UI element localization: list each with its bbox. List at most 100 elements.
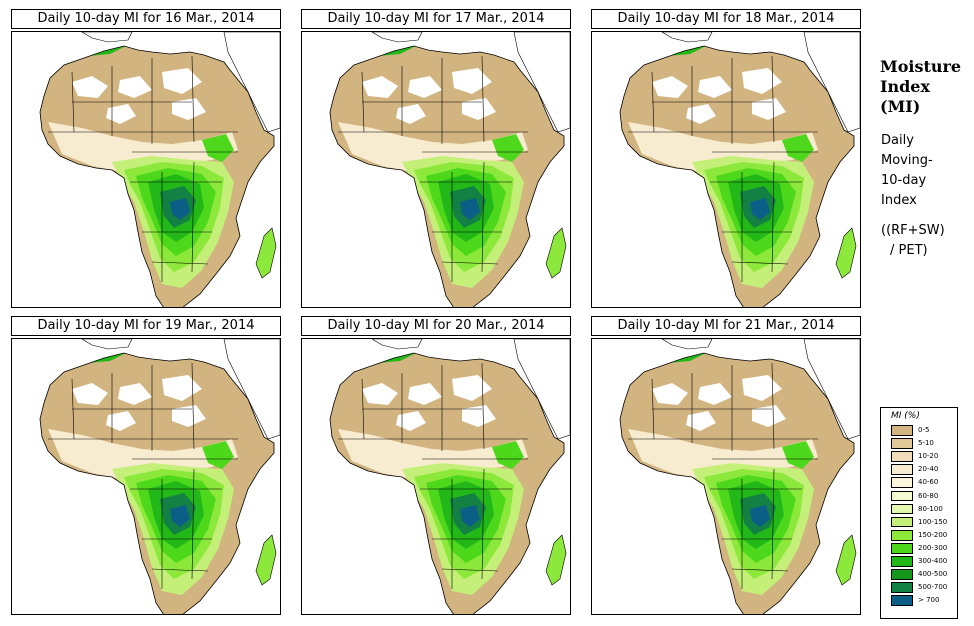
- coastline: [619, 352, 855, 614]
- legend-swatch: [891, 464, 913, 476]
- legend-swatch: [891, 516, 913, 528]
- coastline: [329, 352, 565, 614]
- legend-label: 5-10: [918, 439, 934, 448]
- moisture-region: [396, 411, 426, 431]
- madagascar: [255, 227, 277, 279]
- europe-outline: [371, 32, 423, 43]
- africa-map: [11, 31, 281, 308]
- coastline: [39, 45, 275, 307]
- moisture-region: [652, 383, 688, 405]
- middle-east-outline: [513, 339, 570, 440]
- legend-item: 10-20: [891, 451, 953, 462]
- legend: MI (%) 0-5 5-10 10-20 20-40 40-60 60-80 80-100…: [880, 407, 958, 619]
- country-border: [151, 261, 209, 265]
- sidebar-formula-line: ((RF+SW): [881, 223, 945, 238]
- africa-map: [591, 338, 861, 615]
- map-panel-16-mar: Daily 10-day MI for 16 Mar., 2014: [11, 9, 281, 309]
- moisture-region: [48, 122, 238, 172]
- legend-label: 80-100: [918, 504, 943, 513]
- africa-map: [591, 31, 861, 308]
- europe-outline: [661, 32, 713, 43]
- moisture-region: [452, 68, 492, 94]
- legend-item: 80-100: [891, 503, 953, 515]
- country-border: [191, 161, 195, 273]
- map-panel-18-mar: Daily 10-day MI for 18 Mar., 2014: [591, 9, 861, 309]
- legend-label: > 700: [918, 596, 940, 605]
- middle-east-outline: [803, 32, 860, 133]
- moisture-region: [338, 122, 528, 172]
- coastline: [619, 45, 855, 307]
- moisture-region: [172, 98, 206, 120]
- sidebar-title-line: (MI): [880, 97, 921, 116]
- map-canvas: [39, 339, 280, 614]
- moisture-region: [118, 76, 152, 98]
- legend-item: > 700: [891, 595, 953, 607]
- sidebar-desc-line: 10-day: [881, 173, 927, 188]
- madagascar: [835, 227, 857, 279]
- coastline: [39, 352, 275, 614]
- moisture-region: [396, 104, 426, 124]
- country-border: [771, 468, 775, 580]
- legend-item: 20-40: [891, 464, 953, 476]
- moisture-region: [118, 383, 152, 405]
- country-border: [441, 568, 499, 572]
- legend-swatch: [891, 477, 913, 489]
- country-border: [481, 161, 485, 273]
- moisture-region: [698, 383, 732, 405]
- legend-title: MI (%): [891, 411, 920, 421]
- moisture-region: [752, 98, 786, 120]
- country-border: [191, 362, 195, 450]
- moisture-layer: [628, 46, 853, 288]
- country-border: [771, 161, 775, 273]
- legend-label: 100-150: [918, 517, 948, 526]
- moisture-region: [202, 134, 234, 162]
- legend-item: 60-80: [891, 490, 953, 502]
- africa-map: [11, 338, 281, 615]
- europe-outline: [661, 339, 713, 350]
- legend-label: 500-700: [918, 583, 948, 592]
- middle-east-outline: [513, 32, 570, 133]
- panel-title: Daily 10-day MI for 17 Mar., 2014: [301, 9, 571, 29]
- country-border: [481, 55, 485, 143]
- moisture-region: [106, 411, 136, 431]
- moisture-region: [362, 383, 398, 405]
- legend-label: 0-5: [918, 426, 930, 434]
- legend-swatch: [891, 451, 913, 462]
- legend-item: 400-500: [891, 569, 953, 580]
- moisture-region: [652, 76, 688, 98]
- moisture-region: [460, 198, 480, 220]
- legend-item: 500-700: [891, 582, 953, 593]
- legend-label: 150-200: [918, 530, 948, 539]
- legend-swatch: [891, 438, 913, 449]
- moisture-region: [170, 198, 190, 220]
- legend-swatch: [891, 595, 913, 607]
- moisture-region: [72, 383, 108, 405]
- panel-title: Daily 10-day MI for 19 Mar., 2014: [11, 316, 281, 336]
- legend-item: 200-300: [891, 542, 953, 554]
- legend-label: 40-60: [918, 478, 939, 487]
- moisture-region: [202, 441, 234, 469]
- map-panel-19-mar: Daily 10-day MI for 19 Mar., 2014: [11, 316, 281, 616]
- moisture-region: [172, 405, 206, 427]
- legend-swatch: [891, 503, 913, 515]
- country-border: [441, 261, 499, 265]
- legend-swatch: [891, 556, 913, 567]
- moisture-region: [460, 505, 480, 527]
- country-border: [151, 568, 209, 572]
- country-border: [731, 261, 789, 265]
- legend-label: 20-40: [918, 465, 939, 474]
- legend-label: 60-80: [918, 491, 939, 500]
- legend-label: 10-20: [918, 452, 939, 461]
- country-border: [771, 55, 775, 143]
- legend-swatch: [891, 490, 913, 502]
- moisture-region: [628, 429, 818, 479]
- legend-swatch: [891, 425, 913, 436]
- legend-item: 40-60: [891, 477, 953, 489]
- madagascar: [835, 534, 857, 586]
- panel-title: Daily 10-day MI for 21 Mar., 2014: [591, 316, 861, 336]
- moisture-region: [452, 375, 492, 401]
- moisture-region: [408, 383, 442, 405]
- madagascar: [545, 227, 567, 279]
- moisture-region: [782, 134, 814, 162]
- sidebar-title: Moisture Index (MI): [880, 57, 970, 117]
